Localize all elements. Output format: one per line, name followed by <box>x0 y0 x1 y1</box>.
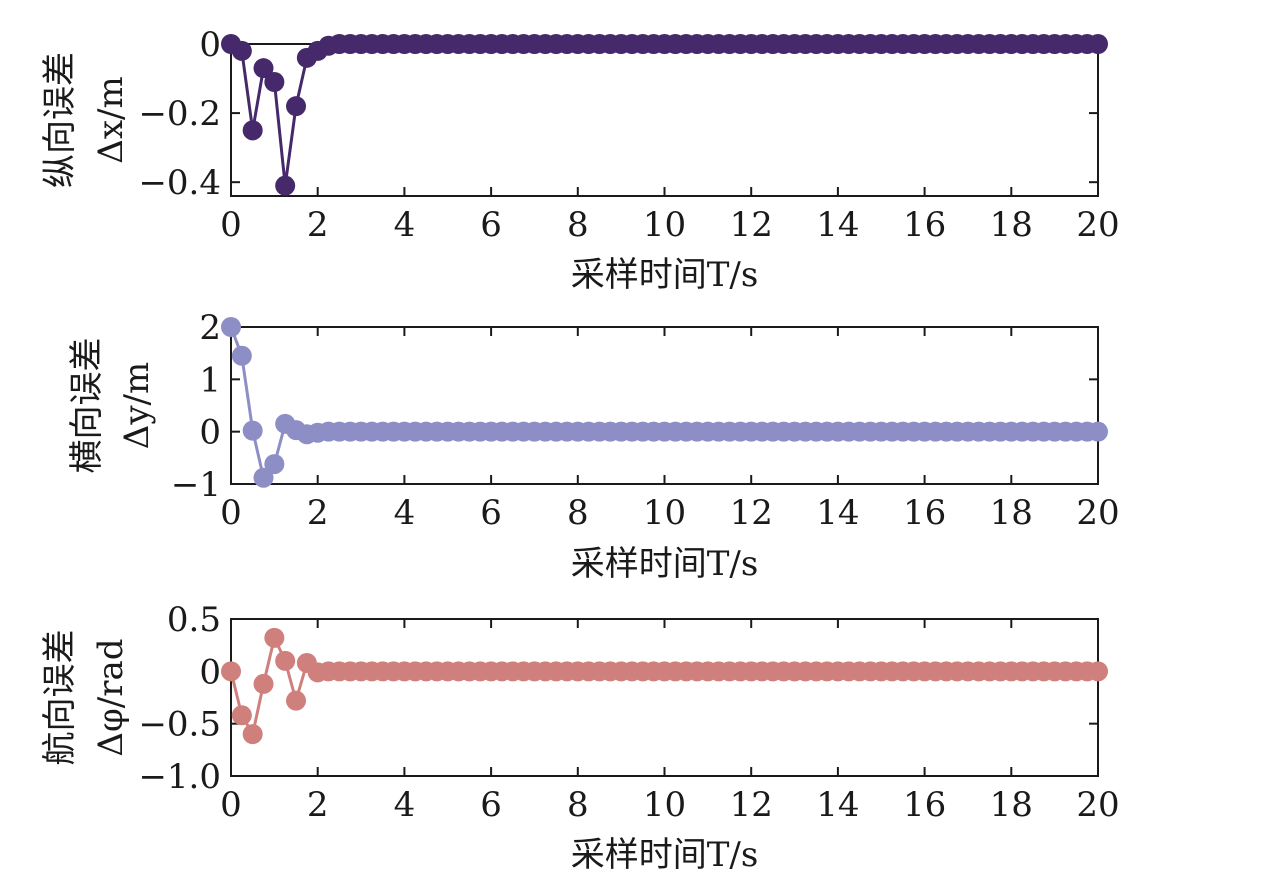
data-point <box>231 40 252 61</box>
y-axis-title-line: 纵向误差 <box>40 52 80 188</box>
y-axis-title-line: Δx/m <box>91 76 131 163</box>
y-axis-title-line: Δφ/rad <box>91 638 131 756</box>
x-tick-label: 6 <box>480 785 502 825</box>
x-tick-label: 10 <box>643 493 686 533</box>
x-tick-label: 4 <box>394 205 416 245</box>
data-point <box>1088 34 1108 54</box>
data-point <box>253 58 274 79</box>
x-tick-label: 12 <box>730 785 773 825</box>
x-tick-label: 10 <box>643 205 686 245</box>
x-tick-label: 4 <box>394 493 416 533</box>
data-point <box>1088 421 1108 442</box>
data-point <box>221 317 241 337</box>
x-tick-label: 0 <box>220 785 242 825</box>
x-tick-label: 0 <box>220 493 242 533</box>
y-tick-label: −0.2 <box>138 94 221 134</box>
x-tick-label: 2 <box>307 205 329 245</box>
y-tick-label: 0.5 <box>167 600 221 640</box>
data-point <box>231 345 252 366</box>
data-point <box>253 467 274 488</box>
x-tick-label: 6 <box>480 493 502 533</box>
x-tick-label: 20 <box>1076 205 1119 245</box>
data-point <box>231 705 252 726</box>
y-axis-title-line: 横向误差 <box>67 338 107 474</box>
series-line <box>230 42 1098 186</box>
x-tick-label: 4 <box>394 785 416 825</box>
data-point <box>242 120 263 141</box>
x-tick-label: 18 <box>990 785 1033 825</box>
y-tick-label: −1.0 <box>138 757 221 797</box>
x-axis-title: 采样时间T/s <box>571 544 759 584</box>
x-tick-label: 18 <box>990 205 1033 245</box>
x-tick-label: 20 <box>1076 493 1119 533</box>
data-point <box>286 690 307 711</box>
x-tick-label: 16 <box>903 205 946 245</box>
y-tick-label: −0.5 <box>138 705 221 745</box>
plot-frame <box>230 43 1099 197</box>
y-tick-label: 1 <box>199 360 221 400</box>
data-point <box>1088 661 1108 682</box>
x-tick-label: 8 <box>567 493 589 533</box>
y-tick-label: −0.4 <box>138 163 221 203</box>
x-tick-label: 12 <box>730 493 773 533</box>
x-axis-title: 采样时间T/s <box>571 255 759 295</box>
x-tick-label: 8 <box>567 205 589 245</box>
panel-dphi: 0 2 4 6 8 10 12 14 16 18 20 0.5 0 −0.5 −1.0 采样时间T/s 航向误差… <box>40 600 1120 875</box>
x-tick-label: 14 <box>816 785 859 825</box>
x-tick-label: 20 <box>1076 785 1119 825</box>
x-tick-label: 18 <box>990 493 1033 533</box>
data-point <box>264 627 285 648</box>
data-point <box>242 420 263 441</box>
data-point <box>221 661 241 682</box>
data-point <box>286 96 307 117</box>
x-tick-label: 2 <box>307 493 329 533</box>
data-point <box>264 72 285 92</box>
x-tick-label: 8 <box>567 785 589 825</box>
y-tick-label: 0 <box>199 25 221 65</box>
y-tick-label: 2 <box>199 308 221 348</box>
x-tick-label: 2 <box>307 785 329 825</box>
y-tick-label: 0 <box>199 652 221 692</box>
x-tick-label: 14 <box>816 493 859 533</box>
series-line <box>229 326 1098 482</box>
y-axis-title-line: Δy/m <box>117 362 157 449</box>
data-point <box>275 175 296 196</box>
x-axis-title: 采样时间T/s <box>571 835 759 875</box>
data-point <box>242 724 263 745</box>
x-tick-label: 10 <box>643 785 686 825</box>
x-tick-label: 16 <box>903 785 946 825</box>
series-line <box>229 633 1098 739</box>
panel-dx: 0 2 4 6 8 10 12 14 16 18 20 0 −0.2 −0.4 采样时间T/s 纵向误差 Δx/… <box>40 25 1120 295</box>
y-tick-label: 0 <box>199 413 221 453</box>
y-axis-title-line: 航向误差 <box>40 630 80 766</box>
y-tick-label: −1 <box>171 465 221 505</box>
x-tick-label: 14 <box>816 205 859 245</box>
x-tick-label: 6 <box>480 205 502 245</box>
data-point <box>264 454 285 475</box>
plot-frame <box>230 326 1099 485</box>
x-tick-label: 0 <box>220 205 242 245</box>
data-point <box>275 650 296 671</box>
data-point <box>253 673 274 694</box>
plot-frame <box>230 618 1099 777</box>
x-tick-label: 12 <box>730 205 773 245</box>
x-tick-label: 16 <box>903 493 946 533</box>
